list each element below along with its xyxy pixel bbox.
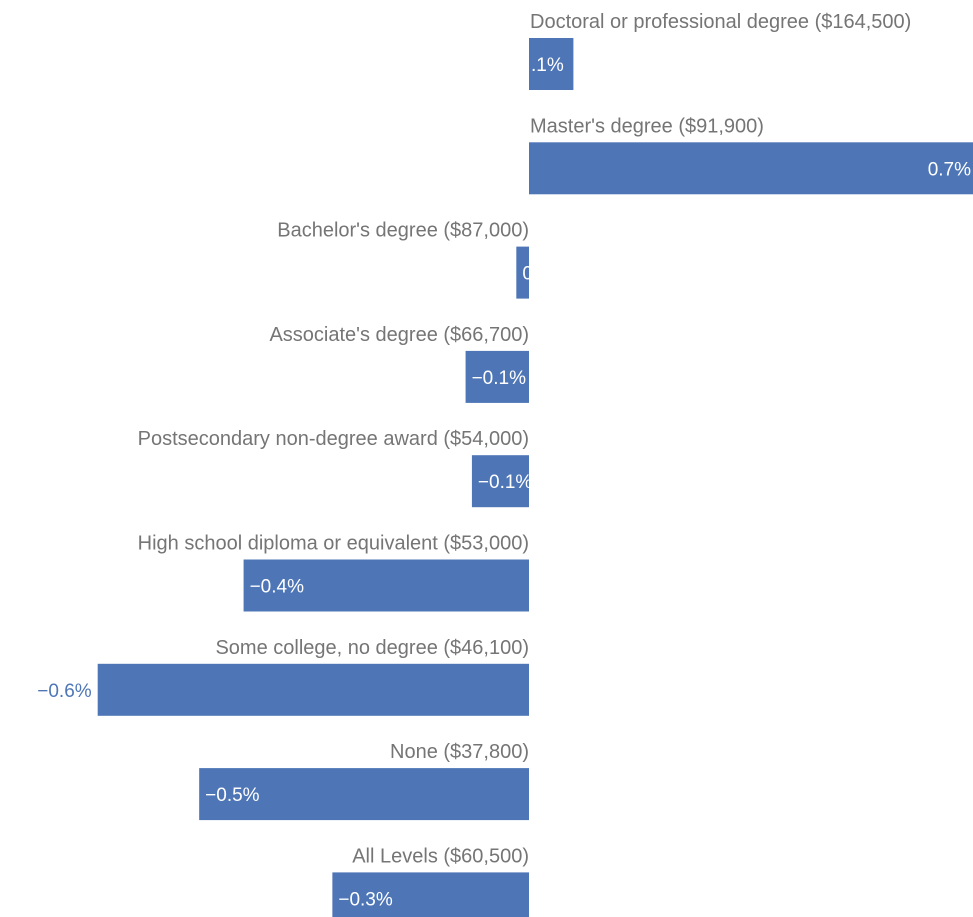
value-label: −0.4% [250, 577, 305, 598]
bar-row: High school diploma or equivalent ($53,0… [138, 533, 530, 612]
bar-row: Associate's degree ($66,700) −0.1% [269, 324, 529, 403]
value-label: −0.1% [472, 368, 527, 389]
bar [97, 663, 529, 716]
bar [529, 142, 973, 195]
bar [332, 872, 529, 917]
bar [465, 350, 529, 403]
value-label: −0.3% [338, 889, 393, 910]
bar [471, 455, 529, 508]
bar [199, 768, 529, 821]
category-label: Master's degree ($91,900) [530, 115, 764, 137]
category-label: All Levels ($60,500) [352, 845, 529, 867]
category-label: None ($37,800) [390, 741, 529, 763]
category-label: Bachelor's degree ($87,000) [277, 220, 529, 242]
value-label: 0 [522, 264, 533, 285]
bar-row: Doctoral or professional degree ($164,50… [529, 11, 911, 90]
bar-row: Master's degree ($91,900) 0.7% [529, 115, 973, 195]
value-label: 0.7% [928, 159, 971, 180]
category-label: Some college, no degree ($46,100) [215, 637, 529, 659]
bar [529, 38, 574, 90]
category-label: Postsecondary non-degree award ($54,000) [138, 428, 529, 450]
category-label: Doctoral or professional degree ($164,50… [530, 11, 911, 33]
bar-row: Bachelor's degree ($87,000) 0 [277, 220, 533, 299]
value-label: −0.5% [205, 785, 260, 806]
bar [516, 246, 529, 299]
value-label: .1% [531, 55, 564, 76]
bar-row: Postsecondary non-degree award ($54,000)… [138, 428, 533, 508]
bar-row: All Levels ($60,500) −0.3% [332, 845, 529, 917]
category-label: High school diploma or equivalent ($53,0… [138, 533, 529, 555]
category-label: Associate's degree ($66,700) [269, 324, 529, 346]
bar-row: Some college, no degree ($46,100) −0.6% [37, 637, 529, 716]
value-label: −0.1% [478, 472, 533, 493]
bar-row: None ($37,800) −0.5% [199, 741, 529, 821]
value-label: −0.6% [37, 681, 92, 702]
bar [243, 559, 530, 612]
